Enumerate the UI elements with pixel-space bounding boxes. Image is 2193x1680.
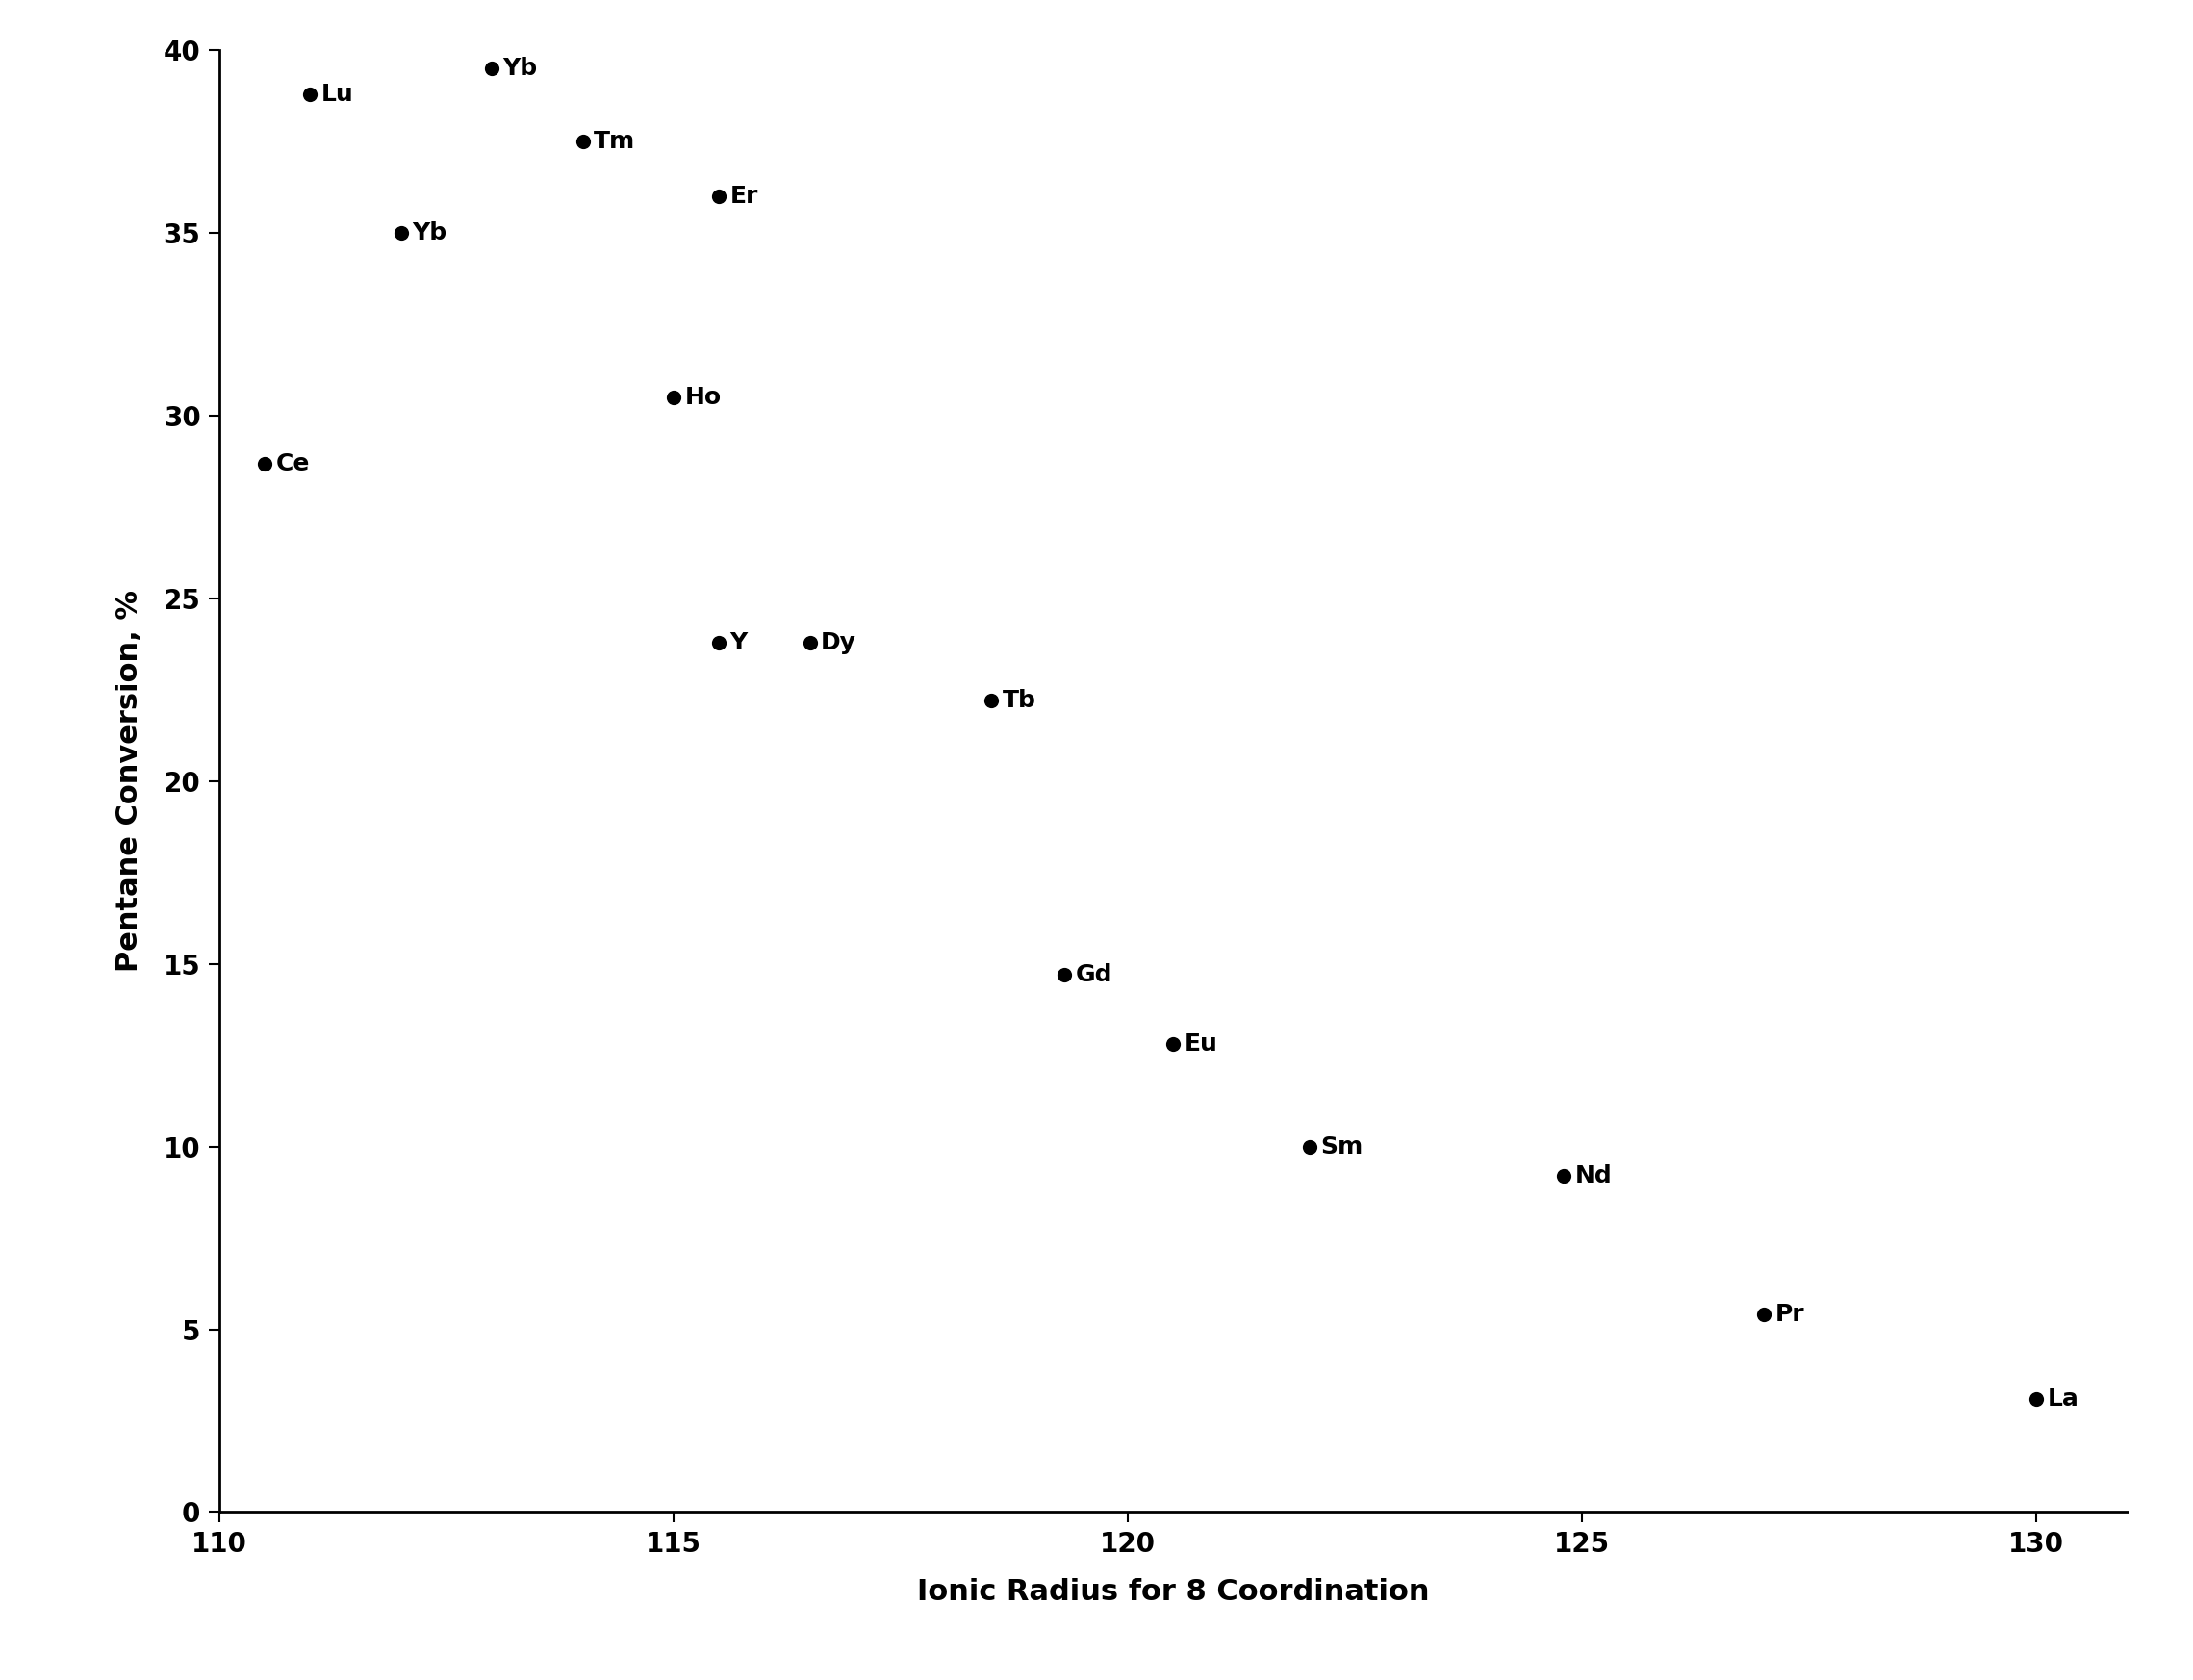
Text: Sm: Sm — [1320, 1136, 1364, 1158]
Text: Lu: Lu — [320, 82, 353, 106]
Point — [474, 55, 509, 82]
Point — [292, 81, 327, 108]
X-axis label: Ionic Radius for 8 Coordination: Ionic Radius for 8 Coordination — [917, 1578, 1430, 1606]
Text: Eu: Eu — [1184, 1033, 1217, 1055]
Point — [656, 385, 691, 412]
Point — [384, 220, 419, 247]
Point — [702, 628, 737, 655]
Point — [248, 450, 283, 477]
Text: Yb: Yb — [502, 57, 537, 81]
Text: Ce: Ce — [276, 452, 309, 475]
Text: Y: Y — [730, 630, 748, 654]
Point — [792, 628, 827, 655]
Text: La: La — [2048, 1388, 2079, 1410]
Point — [702, 183, 737, 210]
Text: Tm: Tm — [594, 131, 636, 153]
Text: Yb: Yb — [412, 222, 447, 245]
Point — [566, 128, 601, 155]
Point — [1156, 1032, 1191, 1058]
Point — [974, 687, 1009, 714]
Text: Gd: Gd — [1075, 963, 1112, 986]
Text: Er: Er — [730, 185, 759, 208]
Point — [1292, 1132, 1327, 1159]
Point — [1746, 1302, 1781, 1329]
Point — [1046, 961, 1081, 988]
Text: Ho: Ho — [684, 386, 721, 408]
Y-axis label: Pentane Conversion, %: Pentane Conversion, % — [116, 590, 143, 973]
Point — [1546, 1163, 1581, 1189]
Text: Pr: Pr — [1774, 1304, 1805, 1326]
Point — [2020, 1386, 2055, 1413]
Text: Dy: Dy — [820, 630, 855, 654]
Text: Tb: Tb — [1002, 689, 1035, 712]
Text: Nd: Nd — [1575, 1164, 1612, 1188]
